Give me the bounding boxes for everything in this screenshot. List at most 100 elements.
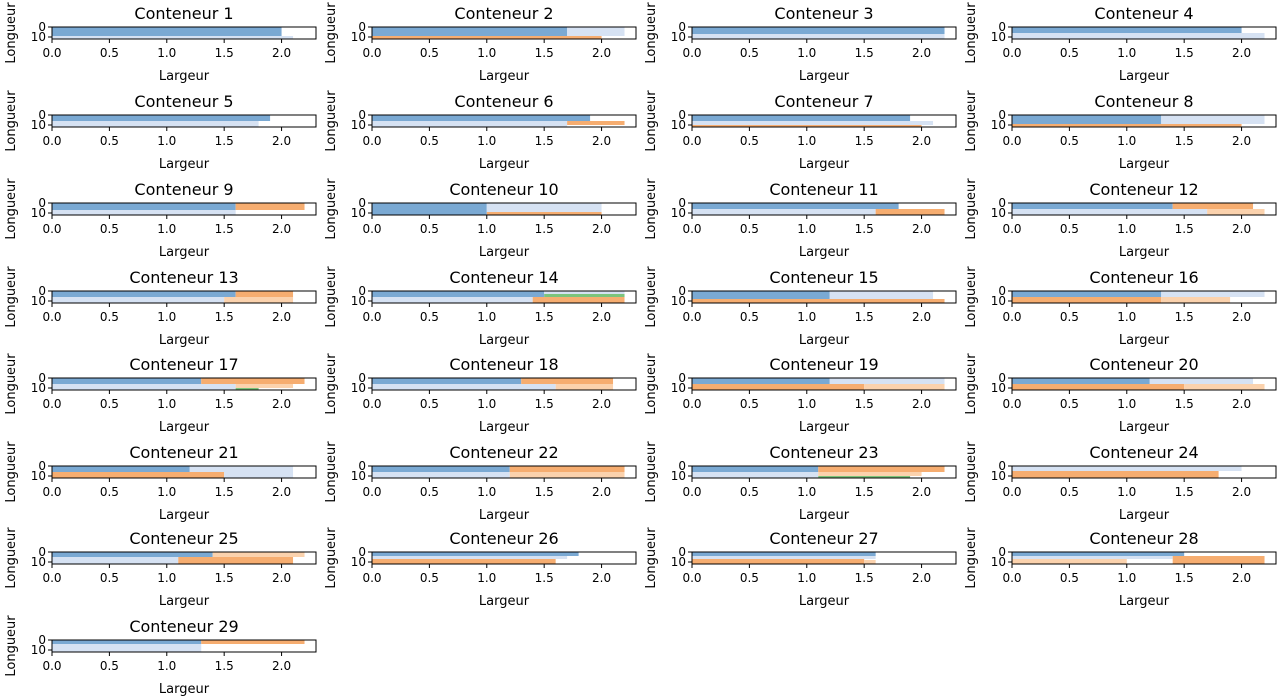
y-tick-label: 10	[991, 381, 1006, 395]
chart-bar	[1012, 552, 1185, 556]
subplot-title: Conteneur 17	[129, 355, 238, 374]
x-tick-label: 1.5	[855, 571, 874, 585]
y-tick-label: 10	[671, 555, 686, 569]
chart-bar	[1172, 203, 1254, 209]
x-tick-label: 0.5	[420, 397, 439, 411]
x-tick-label: 0.5	[740, 485, 759, 499]
chart-bar	[372, 378, 522, 384]
x-axis-label: Largeur	[159, 682, 210, 697]
y-tick-label: 0	[678, 196, 686, 210]
chart-bar	[235, 388, 259, 390]
y-tick-label: 10	[351, 30, 366, 44]
chart-bar	[692, 209, 876, 215]
subplot-21: 0.0 0.5 1.0 1.5 2.0 010 Conteneur 21 Largeur Lon…	[4, 441, 317, 523]
x-tick-label: 1.0	[1117, 485, 1136, 499]
chart-bar	[1172, 556, 1265, 564]
chart-bar	[1012, 124, 1242, 127]
x-axis-label: Largeur	[159, 508, 210, 523]
x-tick-label: 0.5	[100, 397, 119, 411]
x-tick-label: 1.0	[157, 310, 176, 324]
x-axis-label: Largeur	[159, 69, 210, 84]
x-axis-label: Largeur	[799, 594, 850, 609]
subplot-title: Conteneur 16	[1089, 268, 1198, 287]
x-tick-label: 1.0	[477, 485, 496, 499]
subplot-title: Conteneur 24	[1089, 443, 1198, 462]
y-axis-label: Longueur	[644, 527, 659, 589]
x-tick-label: 1.5	[535, 222, 554, 236]
chart-bar	[52, 640, 202, 644]
x-tick-label: 1.0	[797, 134, 816, 148]
x-tick-label: 2.0	[272, 46, 291, 60]
chart-bar	[864, 384, 945, 390]
x-tick-label: 2.0	[592, 571, 611, 585]
axes-frame	[1011, 465, 1277, 479]
chart-bar	[235, 203, 305, 210]
y-axis-label: Longueur	[4, 353, 19, 415]
chart-bar	[692, 378, 830, 384]
chart-bar	[52, 552, 213, 557]
axes-frame	[691, 26, 957, 40]
y-axis-label: Longueur	[644, 266, 659, 328]
y-tick-label: 0	[38, 20, 46, 34]
x-tick-label: 1.0	[1117, 310, 1136, 324]
x-tick-label: 1.0	[477, 310, 496, 324]
chart-bar	[692, 34, 945, 39]
x-tick-label: 0.0	[42, 222, 61, 236]
subplot-title: Conteneur 15	[769, 268, 878, 287]
x-axis-label: Largeur	[159, 420, 210, 435]
x-tick-label: 2.0	[272, 485, 291, 499]
chart-bar	[1012, 209, 1208, 215]
x-tick-label: 0.0	[42, 659, 61, 673]
x-axis-label: Largeur	[799, 420, 850, 435]
chart-bar	[486, 203, 602, 212]
x-tick-label: 0.0	[42, 485, 61, 499]
subplot-title: Conteneur 5	[134, 92, 233, 111]
subplot-title: Conteneur 7	[774, 92, 873, 111]
chart-bar	[52, 557, 179, 564]
x-axis-label: Largeur	[479, 157, 530, 172]
x-tick-label: 2.0	[592, 310, 611, 324]
x-tick-label: 1.5	[215, 46, 234, 60]
x-axis-label: Largeur	[159, 594, 210, 609]
subplot-title: Conteneur 1	[134, 4, 233, 23]
chart-bar	[818, 466, 945, 472]
axes-frame	[51, 290, 317, 304]
subplot-title: Conteneur 25	[129, 529, 238, 548]
y-tick-label: 10	[991, 555, 1006, 569]
x-tick-label: 1.0	[477, 571, 496, 585]
x-tick-label: 1.5	[215, 571, 234, 585]
chart-bar	[875, 209, 945, 215]
chart-bar	[509, 472, 625, 478]
y-axis-label: Longueur	[964, 90, 979, 152]
subplot-title: Conteneur 29	[129, 617, 238, 636]
y-tick-label: 10	[31, 206, 46, 220]
x-tick-label: 1.0	[157, 397, 176, 411]
axes-frame	[371, 290, 637, 304]
x-tick-label: 0.0	[362, 571, 381, 585]
x-axis-label: Largeur	[1119, 333, 1170, 348]
axes-frame	[371, 551, 637, 565]
x-tick-label: 2.0	[1232, 485, 1251, 499]
x-tick-label: 0.5	[420, 310, 439, 324]
x-tick-label: 0.0	[682, 485, 701, 499]
subplot-title: Conteneur 26	[449, 529, 558, 548]
x-axis-label: Largeur	[479, 69, 530, 84]
x-tick-label: 2.0	[1232, 571, 1251, 585]
x-tick-label: 2.0	[1232, 397, 1251, 411]
y-tick-label: 10	[351, 118, 366, 132]
chart-bar	[567, 121, 625, 125]
x-axis-label: Largeur	[159, 333, 210, 348]
x-tick-label: 0.5	[740, 397, 759, 411]
x-tick-label: 0.0	[1002, 571, 1021, 585]
subplot-title: Conteneur 6	[454, 92, 553, 111]
chart-bar	[52, 203, 236, 210]
x-tick-label: 2.0	[1232, 134, 1251, 148]
chart-bar	[372, 203, 487, 215]
subplot-title: Conteneur 2	[454, 4, 553, 23]
axes-frame	[371, 26, 637, 40]
subplot-title: Conteneur 22	[449, 443, 558, 462]
x-tick-label: 2.0	[912, 310, 931, 324]
subplot-14: 0.0 0.5 1.0 1.5 2.0 010 Conteneur 14 Largeur Lon…	[324, 266, 637, 348]
chart-bar	[52, 36, 294, 39]
y-tick-label: 10	[671, 469, 686, 483]
